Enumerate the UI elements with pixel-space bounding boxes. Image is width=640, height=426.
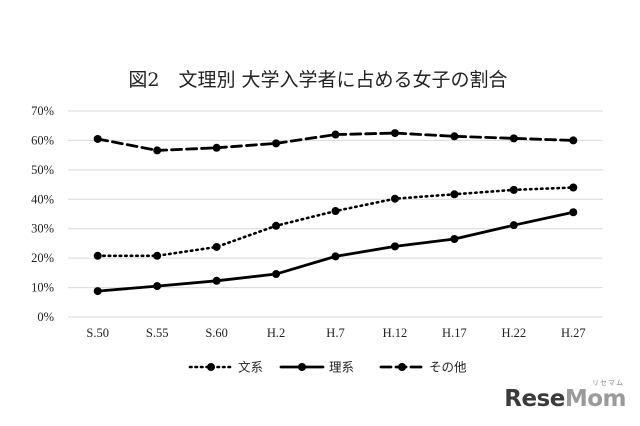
data-point — [331, 130, 340, 139]
data-point — [569, 183, 578, 192]
data-point — [390, 242, 399, 251]
data-point — [93, 134, 102, 143]
data-point — [331, 252, 340, 261]
legend-label: その他 — [429, 360, 467, 375]
series-line — [96, 186, 575, 258]
data-point — [450, 235, 459, 244]
data-point — [450, 132, 459, 141]
data-point — [509, 185, 518, 194]
logo-subtext: リセマム — [592, 379, 624, 387]
series-理系 — [93, 208, 578, 296]
y-tick-label: 30% — [31, 222, 54, 236]
x-tick-label: H.7 — [326, 326, 344, 340]
data-point — [390, 194, 399, 203]
x-tick-label: H.12 — [383, 326, 408, 340]
y-tick-label: 50% — [31, 163, 54, 177]
series-lines — [93, 129, 578, 296]
data-point — [509, 134, 518, 143]
data-point — [212, 242, 221, 251]
x-tick-label: H.22 — [502, 326, 527, 340]
logo-text-mom: Mom — [564, 386, 627, 412]
x-tick-label: H.17 — [442, 326, 467, 340]
x-tick-label: S.60 — [205, 326, 228, 340]
data-point — [153, 146, 162, 155]
resemom-logo: リセマム ReseMom — [504, 379, 627, 412]
y-axis-ticks: 0% 10% 20% 30% 40% 50% 60% 70% — [31, 104, 54, 324]
legend-label: 文系 — [238, 360, 263, 375]
y-tick-label: 20% — [31, 251, 54, 265]
data-point — [272, 221, 281, 230]
x-tick-label: H.27 — [561, 326, 586, 340]
y-tick-label: 10% — [31, 281, 54, 295]
data-point — [272, 270, 281, 279]
legend-item: 文系 — [188, 360, 263, 375]
legend-item: 理系 — [279, 360, 354, 375]
data-point — [153, 251, 162, 260]
legend-marker — [398, 363, 406, 371]
data-point — [569, 136, 578, 145]
data-point — [569, 208, 578, 217]
legend-marker — [298, 363, 306, 371]
series-line — [96, 210, 575, 293]
data-point — [331, 207, 340, 216]
x-tick-label: S.50 — [86, 326, 109, 340]
data-point — [93, 251, 102, 260]
legend-marker — [207, 363, 215, 371]
y-tick-label: 70% — [31, 104, 54, 118]
x-tick-label: S.55 — [146, 326, 169, 340]
data-point — [93, 287, 102, 296]
y-tick-label: 0% — [37, 310, 54, 324]
y-tick-label: 60% — [31, 133, 54, 147]
data-point — [390, 129, 399, 138]
data-point — [450, 190, 459, 199]
data-point — [212, 143, 221, 152]
logo-text-rese: Rese — [504, 386, 565, 412]
chart-title: 図2 文理別 大学入学者に占める女子の割合 — [128, 69, 507, 91]
data-point — [272, 139, 281, 148]
series-その他 — [93, 129, 578, 155]
y-tick-label: 40% — [31, 192, 54, 206]
data-point — [509, 221, 518, 230]
data-point — [153, 282, 162, 291]
data-point — [212, 276, 221, 285]
legend-label: 理系 — [329, 360, 354, 375]
x-axis-ticks: S.50 S.55 S.60 H.2 H.7 H.12 H.17 H.22 H.27 — [86, 326, 585, 340]
x-tick-label: H.2 — [267, 326, 285, 340]
legend: 文系 理系 その他 — [188, 360, 467, 375]
legend-item: その他 — [379, 360, 467, 375]
series-文系 — [93, 183, 578, 260]
